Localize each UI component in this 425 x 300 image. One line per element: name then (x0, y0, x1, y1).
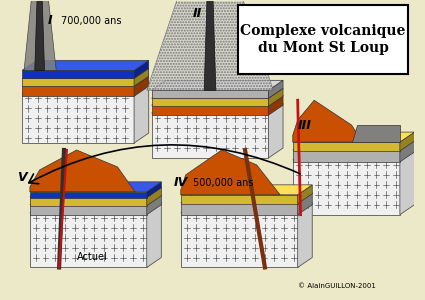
Polygon shape (298, 203, 312, 268)
Polygon shape (181, 150, 280, 195)
Polygon shape (269, 88, 283, 106)
Polygon shape (293, 150, 414, 160)
Polygon shape (298, 185, 312, 204)
Bar (30, 213, 147, 268)
Polygon shape (152, 95, 283, 105)
Polygon shape (181, 195, 298, 204)
Polygon shape (134, 68, 149, 86)
Polygon shape (152, 90, 269, 98)
Polygon shape (293, 100, 363, 142)
Text: 500,000 ans: 500,000 ans (193, 178, 254, 188)
Polygon shape (134, 83, 149, 143)
Polygon shape (30, 203, 162, 213)
Polygon shape (22, 76, 149, 86)
Polygon shape (30, 150, 135, 192)
Polygon shape (204, 0, 216, 90)
Text: Complexe volcanique
du Mont St Loup: Complexe volcanique du Mont St Loup (240, 24, 405, 55)
Polygon shape (147, 203, 162, 268)
Text: I: I (48, 14, 52, 27)
Polygon shape (293, 140, 414, 150)
Polygon shape (30, 197, 147, 206)
Polygon shape (293, 142, 400, 151)
Polygon shape (181, 185, 312, 195)
Polygon shape (152, 80, 283, 90)
Text: Actuel: Actuel (76, 253, 108, 262)
Polygon shape (152, 103, 283, 113)
Polygon shape (293, 150, 400, 162)
Polygon shape (30, 192, 147, 198)
Polygon shape (30, 195, 162, 205)
Polygon shape (147, 187, 162, 206)
Bar (181, 213, 298, 268)
Text: © AlainGUILLON-2001: © AlainGUILLON-2001 (298, 284, 376, 290)
Polygon shape (400, 150, 414, 215)
Polygon shape (181, 203, 298, 215)
Polygon shape (147, 195, 162, 215)
Polygon shape (22, 78, 134, 86)
Polygon shape (35, 0, 45, 70)
Polygon shape (152, 105, 269, 115)
Polygon shape (30, 182, 162, 192)
Polygon shape (22, 68, 149, 78)
Text: 700,000 ans: 700,000 ans (61, 16, 122, 26)
Polygon shape (30, 205, 147, 215)
Polygon shape (30, 187, 162, 197)
Polygon shape (293, 132, 414, 142)
Text: II: II (193, 7, 202, 20)
Polygon shape (351, 125, 400, 142)
Polygon shape (181, 193, 312, 203)
Polygon shape (147, 0, 273, 90)
Polygon shape (152, 98, 269, 106)
Polygon shape (400, 132, 414, 151)
Polygon shape (134, 76, 149, 96)
Bar (22, 93, 134, 143)
Polygon shape (134, 60, 149, 78)
FancyBboxPatch shape (238, 5, 408, 74)
Polygon shape (152, 88, 283, 98)
Polygon shape (147, 182, 162, 198)
Polygon shape (400, 140, 414, 162)
Polygon shape (22, 60, 149, 70)
Polygon shape (22, 86, 134, 96)
Polygon shape (22, 83, 149, 93)
Polygon shape (269, 95, 283, 115)
Bar (152, 113, 269, 158)
Text: IV: IV (174, 176, 188, 189)
Polygon shape (22, 70, 134, 78)
Polygon shape (298, 193, 312, 215)
Bar (293, 160, 400, 215)
Polygon shape (269, 103, 283, 158)
FancyArrowPatch shape (29, 145, 300, 184)
Polygon shape (24, 0, 56, 70)
Polygon shape (181, 203, 312, 213)
Text: V: V (17, 171, 27, 184)
Polygon shape (269, 80, 283, 98)
Text: III: III (298, 118, 312, 132)
